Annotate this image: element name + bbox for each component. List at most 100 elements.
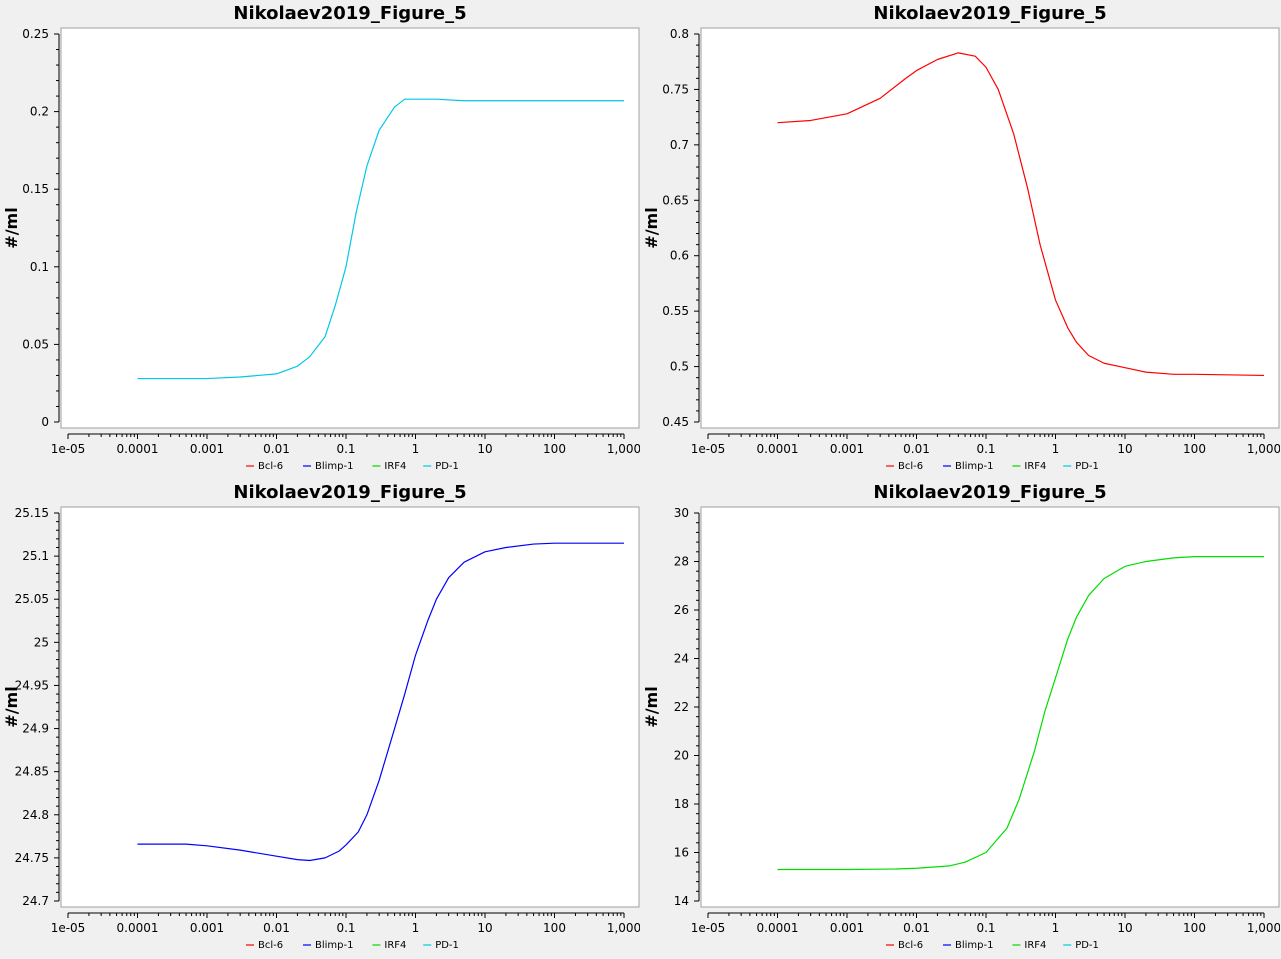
- legend-item-pd-1: PD-1: [1063, 461, 1099, 472]
- legend-label: Bcl-6: [258, 461, 283, 472]
- chart-panel-1: Nikolaev2019_Figure_5 #/ml 0 0.05 0.1 0.15 0.2…: [0, 0, 640, 479]
- y-tick-label: 25.05: [15, 592, 49, 606]
- x-tick-label: 1: [1052, 921, 1060, 935]
- y-axis-label: #/ml: [2, 686, 21, 727]
- x-tick-label: 1e-05: [691, 921, 726, 935]
- legend-label: Bcl-6: [898, 940, 923, 951]
- legend-label: Blimp-1: [315, 940, 353, 951]
- legend-label: PD-1: [1075, 461, 1099, 472]
- y-tick-label: 0.65: [662, 193, 689, 207]
- plot-area: [700, 506, 1280, 908]
- y-tick-label: 28: [674, 555, 689, 569]
- chart-svg: Nikolaev2019_Figure_5 #/ml 0.45 0.5 0.55 0.6 0…: [642, 3, 1280, 472]
- x-tick-label: 1,000: [607, 442, 640, 456]
- y-tick-label: 24.95: [15, 678, 49, 692]
- x-tick-label: 1,000: [607, 921, 640, 935]
- y-tick-label: 24.8: [22, 808, 49, 822]
- legend-item-pd-1: PD-1: [423, 940, 459, 951]
- legend-label: Blimp-1: [955, 940, 993, 951]
- y-tick-label: 22: [674, 700, 689, 714]
- y-tick-label: 24.85: [15, 765, 49, 779]
- series-line-blimp-1: [137, 542, 624, 862]
- y-tick-label: 20: [674, 749, 689, 763]
- x-tick-label: 10: [477, 921, 492, 935]
- plot-area: [700, 27, 1280, 429]
- x-tick-label: 0.001: [830, 921, 864, 935]
- x-tick-label: 1: [412, 442, 420, 456]
- x-tick-label: 1: [1052, 442, 1060, 456]
- y-axis-label: #/ml: [642, 207, 661, 248]
- legend-item-irf4: IRF4: [372, 461, 406, 472]
- legend-label: Blimp-1: [315, 461, 353, 472]
- chart-title: Nikolaev2019_Figure_5: [233, 3, 466, 24]
- legend-label: IRF4: [1024, 940, 1046, 951]
- legend-item-irf4: IRF4: [372, 940, 406, 951]
- x-tick-label: 100: [1183, 442, 1206, 456]
- y-tick-label: 0.55: [662, 304, 689, 318]
- chart-panel-2: Nikolaev2019_Figure_5 #/ml 0.45 0.5 0.55 0.6 0…: [640, 0, 1280, 479]
- legend-label: IRF4: [384, 940, 406, 951]
- series-line-bcl-6: [777, 52, 1265, 377]
- legend-item-pd-1: PD-1: [423, 461, 459, 472]
- chart-title: Nikolaev2019_Figure_5: [233, 482, 466, 503]
- x-tick-label: 10: [477, 442, 492, 456]
- y-axis-label: #/ml: [642, 686, 661, 727]
- legend-label: Blimp-1: [955, 461, 993, 472]
- y-tick-label: 0: [41, 415, 49, 429]
- x-tick-label: 0.01: [263, 442, 290, 456]
- x-tick-label: 1: [412, 921, 420, 935]
- y-tick-label: 0.2: [30, 105, 49, 119]
- legend-item-bcl-6: Bcl-6: [246, 940, 283, 951]
- y-tick-label: 0.15: [22, 182, 49, 196]
- x-tick-label: 0.0001: [757, 442, 799, 456]
- x-tick-label: 0.1: [336, 442, 355, 456]
- legend-item-bcl-6: Bcl-6: [246, 461, 283, 472]
- y-tick-label: 18: [674, 797, 689, 811]
- x-tick-label: 0.01: [263, 921, 290, 935]
- y-axis-label: #/ml: [2, 207, 21, 248]
- legend-item-blimp-1: Blimp-1: [943, 461, 993, 472]
- series-line-pd-1: [137, 98, 624, 380]
- x-tick-label: 0.001: [830, 442, 864, 456]
- chart-panel-3: Nikolaev2019_Figure_5 #/ml 24.7 24.75 24.8 24…: [0, 479, 640, 958]
- legend-label: PD-1: [435, 461, 459, 472]
- x-tick-label: 100: [543, 442, 566, 456]
- y-tick-label: 25: [34, 635, 49, 649]
- y-tick-label: 0.5: [670, 360, 689, 374]
- legend-item-blimp-1: Blimp-1: [943, 940, 993, 951]
- series-line-irf4: [777, 556, 1264, 871]
- plot-area: [60, 27, 640, 429]
- legend-label: Bcl-6: [258, 940, 283, 951]
- y-tick-label: 16: [674, 846, 689, 860]
- y-tick-label: 0.8: [670, 27, 689, 41]
- legend-item-blimp-1: Blimp-1: [303, 461, 353, 472]
- x-tick-label: 0.001: [190, 921, 224, 935]
- x-tick-label: 0.1: [336, 921, 355, 935]
- x-tick-label: 1e-05: [691, 442, 726, 456]
- x-tick-label: 1,000: [1247, 442, 1280, 456]
- chart-title: Nikolaev2019_Figure_5: [873, 482, 1106, 503]
- chart-panel-4: Nikolaev2019_Figure_5 #/ml 14 16 18 20 22 24 26 2…: [640, 479, 1280, 958]
- legend-item-bcl-6: Bcl-6: [886, 461, 923, 472]
- x-tick-label: 100: [1183, 921, 1206, 935]
- y-tick-label: 0.7: [670, 138, 689, 152]
- y-tick-label: 25.15: [15, 506, 49, 520]
- y-tick-label: 0.6: [670, 249, 689, 263]
- x-tick-label: 0.01: [903, 921, 930, 935]
- y-tick-label: 0.25: [22, 27, 49, 41]
- x-tick-label: 0.0001: [117, 921, 159, 935]
- y-tick-label: 0.05: [22, 337, 49, 351]
- y-tick-label: 30: [674, 506, 689, 520]
- x-tick-label: 0.1: [976, 442, 995, 456]
- y-tick-label: 24.75: [15, 851, 49, 865]
- legend-item-blimp-1: Blimp-1: [303, 940, 353, 951]
- x-tick-label: 1e-05: [51, 921, 86, 935]
- y-tick-label: 24.9: [22, 722, 49, 736]
- legend-label: PD-1: [435, 940, 459, 951]
- x-tick-label: 1,000: [1247, 921, 1280, 935]
- legend-item-bcl-6: Bcl-6: [886, 940, 923, 951]
- legend-item-irf4: IRF4: [1012, 461, 1046, 472]
- y-tick-label: 14: [674, 894, 689, 908]
- x-tick-label: 10: [1117, 921, 1132, 935]
